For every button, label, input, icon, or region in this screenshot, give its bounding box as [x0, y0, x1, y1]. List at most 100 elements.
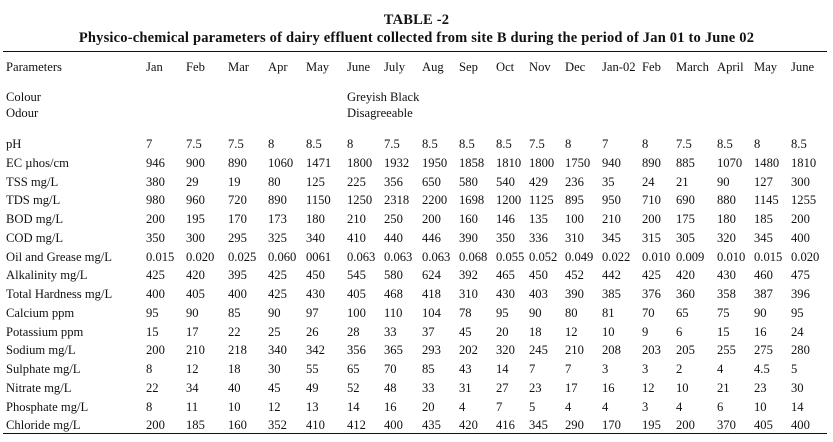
column-header-month: Nov — [529, 60, 551, 74]
table-cell: 370 — [717, 418, 736, 432]
column-header-month: Oct — [496, 60, 515, 74]
table-cell: 245 — [529, 343, 548, 357]
table-cell: 450 — [306, 268, 325, 282]
row-parameter-label: Oil and Grease mg/L — [6, 250, 112, 264]
table-cell: 8.5 — [717, 137, 733, 151]
table-cell: 8 — [347, 137, 354, 151]
table-cell: 160 — [228, 418, 247, 432]
table-cell: 200 — [146, 212, 165, 226]
table-cell: 405 — [186, 287, 205, 301]
table-cell: 358 — [717, 287, 736, 301]
table-cell: 890 — [228, 156, 247, 170]
table-cell: 95 — [496, 306, 509, 320]
qualitative-parameter-label: Odour — [6, 106, 39, 120]
row-parameter-label: Phosphate mg/L — [6, 400, 89, 414]
table-cell: 624 — [422, 268, 441, 282]
table-cell: 8.5 — [791, 137, 807, 151]
table-cell: 125 — [306, 175, 325, 189]
table-cell: 2 — [676, 362, 683, 376]
table-cell: 70 — [384, 362, 397, 376]
table-cell: 70 — [642, 306, 655, 320]
table-cell: 29 — [186, 175, 199, 189]
table-cell: 200 — [146, 343, 165, 357]
row-parameter-label: COD mg/L — [6, 231, 64, 245]
table-cell: 11 — [186, 400, 199, 414]
table-cell: 350 — [496, 231, 515, 245]
table-cell: 175 — [676, 212, 695, 226]
table-cell: 45 — [459, 325, 472, 339]
table-cell: 7.5 — [676, 137, 692, 151]
row-parameter-label: TSS mg/L — [6, 175, 59, 189]
table-cell: 4.5 — [754, 362, 770, 376]
table-cell: 980 — [146, 193, 165, 207]
table-cell: 880 — [717, 193, 736, 207]
table-cell: 400 — [791, 418, 810, 432]
table-title: Physico-chemical parameters of dairy eff… — [78, 30, 755, 46]
table-cell: 7 — [496, 400, 503, 414]
table-cell: 14 — [347, 400, 360, 414]
table-cell: 12 — [186, 362, 199, 376]
table-cell: 2200 — [422, 193, 448, 207]
table-cell: 412 — [347, 418, 366, 432]
table-cell: 21 — [676, 175, 689, 189]
table-cell: 180 — [717, 212, 736, 226]
table-cell: 440 — [384, 231, 403, 245]
table-cell: 90 — [717, 175, 730, 189]
table-cell: 352 — [268, 418, 287, 432]
table-cell: 75 — [717, 306, 730, 320]
table-cell: 1932 — [384, 156, 410, 170]
table-cell: 0.049 — [565, 250, 594, 264]
table-cell: 90 — [754, 306, 767, 320]
table-cell: 210 — [602, 212, 621, 226]
table-cell: 425 — [146, 268, 165, 282]
table-cell: 387 — [754, 287, 773, 301]
table-cell: 8.5 — [306, 137, 322, 151]
table-cell: 37 — [422, 325, 435, 339]
table-cell: 100 — [347, 306, 366, 320]
table-cell: 0.063 — [384, 250, 413, 264]
table-cell: 55 — [306, 362, 319, 376]
table-cell: 0.020 — [186, 250, 215, 264]
table-cell: 310 — [459, 287, 478, 301]
table-cell: 0.068 — [459, 250, 488, 264]
table-cell: 0061 — [306, 250, 332, 264]
table-cell: 6 — [676, 325, 683, 339]
table-cell: 468 — [384, 287, 403, 301]
table-cell: 15 — [717, 325, 730, 339]
table-cell: 65 — [676, 306, 689, 320]
table-cell: 200 — [676, 418, 695, 432]
table-cell: 310 — [565, 231, 584, 245]
table-cell: 0.022 — [602, 250, 631, 264]
table-cell: 1125 — [529, 193, 554, 207]
table-cell: 350 — [146, 231, 165, 245]
table-cell: 1750 — [565, 156, 591, 170]
table-cell: 405 — [347, 287, 366, 301]
column-header-month: Sep — [459, 60, 478, 74]
table-cell: 200 — [422, 212, 441, 226]
table-cell: 31 — [459, 381, 472, 395]
table-cell: 545 — [347, 268, 366, 282]
table-cell: 890 — [642, 156, 661, 170]
table-cell: 396 — [791, 287, 810, 301]
table-cell: 336 — [529, 231, 548, 245]
table-bottom-rule — [3, 433, 827, 434]
table-cell: 720 — [228, 193, 247, 207]
qualitative-value: Greyish Black — [347, 90, 420, 104]
table-cell: 0.015 — [754, 250, 783, 264]
table-cell: 900 — [186, 156, 205, 170]
table-cell: 12 — [268, 400, 281, 414]
table-cell: 35 — [602, 175, 615, 189]
table-cell: 425 — [268, 287, 287, 301]
table-cell: 180 — [306, 212, 325, 226]
table-cell: 425 — [268, 268, 287, 282]
table-cell: 170 — [228, 212, 247, 226]
table-cell: 885 — [676, 156, 695, 170]
table-cell: 7.5 — [529, 137, 545, 151]
qualitative-value: Disagreeable — [347, 106, 413, 120]
table-cell: 205 — [676, 343, 695, 357]
table-cell: 0.055 — [496, 250, 525, 264]
table-cell: 23 — [754, 381, 767, 395]
table-cell: 0.020 — [791, 250, 820, 264]
column-header-parameters: Parameters — [6, 60, 62, 74]
row-parameter-label: BOD mg/L — [6, 212, 64, 226]
